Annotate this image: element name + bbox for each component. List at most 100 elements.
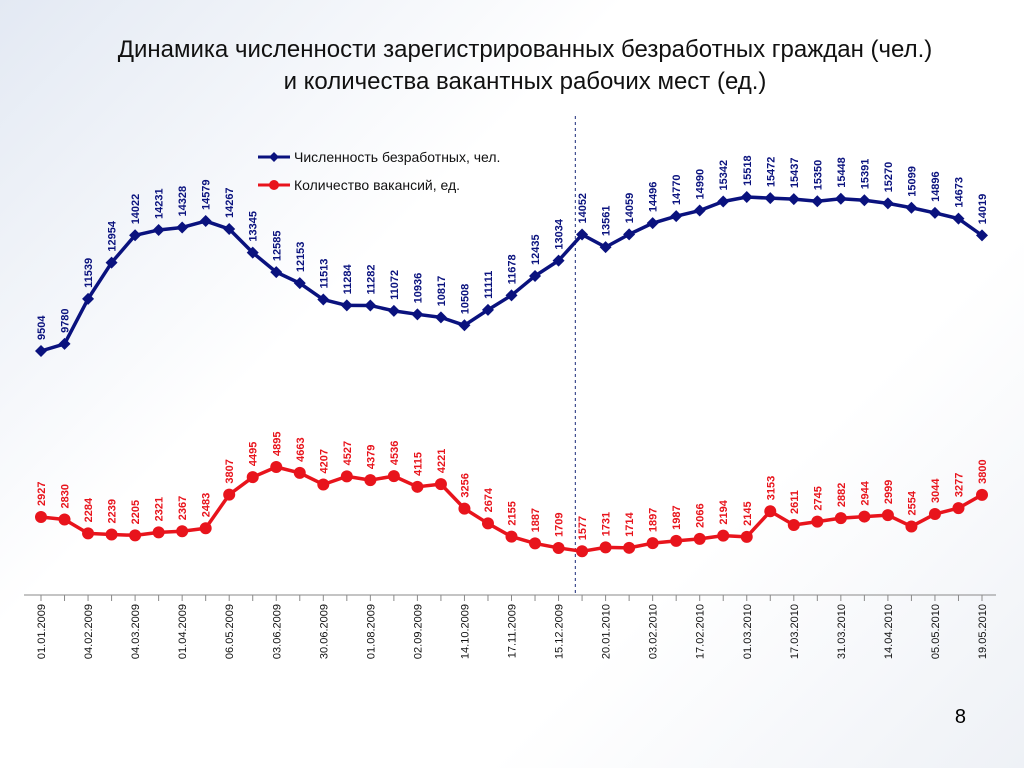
- title-line-2: и количества вакантных рабочих мест (ед.…: [283, 68, 767, 95]
- vacancies-data-label: 2066: [695, 503, 707, 527]
- x-tick-label: 04.03.2009: [130, 604, 142, 659]
- x-tick-label: 19.05.2010: [977, 604, 989, 659]
- vacancies-data-label: 2367: [177, 496, 189, 520]
- x-tick-label: 17.03.2010: [789, 604, 801, 659]
- vacancies-point: [223, 488, 236, 501]
- unemployed-data-label: 14896: [930, 171, 942, 202]
- legend-label: Численность безработных, чел.: [294, 149, 500, 165]
- unemployed-data-label: 15448: [836, 157, 848, 188]
- vacancies-point: [458, 502, 471, 515]
- vacancies-data-label: 3044: [930, 478, 942, 503]
- vacancies-point: [599, 541, 612, 554]
- unemployed-data-label: 9780: [60, 308, 72, 332]
- unemployed-data-label: 15099: [906, 166, 918, 197]
- unemployed-point: [552, 254, 565, 267]
- unemployed-data-label: 15472: [765, 157, 777, 188]
- x-tick-label: 03.02.2010: [648, 604, 660, 659]
- vacancies-point: [858, 510, 871, 523]
- unemployed-data-label: 10936: [412, 273, 424, 304]
- vacancies-point: [670, 534, 683, 547]
- unemployed-data-label: 12585: [271, 231, 283, 262]
- unemployed-point: [223, 223, 236, 236]
- unemployed-point: [199, 215, 212, 228]
- unemployed-data-label: 9504: [36, 315, 48, 340]
- unemployed-data-label: 13561: [601, 206, 613, 237]
- x-tick-label: 04.02.2009: [83, 604, 95, 659]
- unemployed-data-label: 15391: [859, 159, 871, 190]
- unemployed-point: [152, 223, 165, 236]
- unemployed-data-label: 12435: [530, 234, 542, 265]
- vacancies-point: [270, 461, 283, 473]
- vacancies-point: [35, 511, 47, 523]
- vacancies-point: [740, 530, 753, 543]
- vacancies-data-label: 2882: [836, 483, 848, 507]
- vacancies-point: [764, 505, 777, 518]
- unemployed-data-label: 15518: [742, 155, 754, 186]
- vacancies-point: [434, 478, 447, 491]
- unemployed-data-label: 13345: [248, 211, 260, 242]
- vacancies-point: [199, 522, 212, 535]
- unemployed-data-label: 14267: [224, 187, 236, 218]
- unemployed-point: [481, 303, 494, 316]
- unemployed-data-label: 14990: [695, 169, 707, 200]
- x-tick-label: 01.04.2009: [177, 604, 189, 659]
- unemployed-point: [411, 308, 424, 321]
- vacancies-point: [340, 470, 353, 483]
- x-tick-label: 03.06.2009: [271, 604, 283, 659]
- vacancies-data-label: 2611: [789, 490, 801, 514]
- vacancies-point: [364, 474, 377, 487]
- vacancies-data-label: 2927: [36, 482, 48, 506]
- vacancies-point: [293, 466, 306, 479]
- vacancies-data-label: 2944: [859, 480, 871, 505]
- unemployed-data-label: 12954: [107, 220, 119, 251]
- vacancies-point: [58, 513, 71, 526]
- vacancies-point: [152, 526, 165, 539]
- vacancies-data-label: 3277: [953, 473, 965, 497]
- x-tick-label: 17.11.2009: [507, 604, 519, 658]
- page-number: 8: [954, 706, 966, 728]
- vacancies-data-label: 1709: [554, 512, 566, 536]
- slide-title: Динамика численности зарегистрированных …: [60, 34, 990, 98]
- legend-label: Количество вакансий, ед.: [294, 177, 460, 193]
- vacancies-point: [646, 537, 659, 550]
- unemployed-data-label: 15437: [789, 157, 801, 188]
- unemployed-point: [529, 269, 542, 282]
- vacancies-data-label: 1714: [624, 511, 636, 536]
- unemployed-data-label: 14231: [154, 188, 166, 219]
- vacancies-data-label: 1887: [530, 508, 542, 532]
- vacancies-data-label: 2321: [154, 497, 166, 521]
- unemployed-data-label: 14496: [648, 182, 660, 213]
- vacancies-data-label: 2155: [507, 501, 519, 525]
- unemployed-point: [670, 210, 683, 223]
- title-line-1: Динамика численности зарегистрированных …: [117, 36, 933, 63]
- x-tick-label: 30.06.2009: [318, 604, 330, 659]
- vacancies-data-label: 2483: [201, 493, 213, 517]
- vacancies-data-label: 4495: [248, 442, 260, 466]
- vacancies-data-label: 4663: [295, 437, 307, 461]
- vacancies-point: [82, 527, 95, 540]
- vacancies-point: [881, 509, 894, 522]
- vacancies-data-label: 2205: [130, 500, 142, 524]
- vacancies-point: [811, 515, 824, 528]
- unemployed-data-label: 11284: [342, 264, 354, 295]
- vacancies-point: [529, 537, 542, 550]
- legend-marker: [269, 152, 279, 162]
- vacancies-data-label: 2674: [483, 487, 495, 512]
- unemployed-point: [246, 246, 259, 259]
- unemployed-point: [646, 217, 659, 230]
- unemployed-data-label: 15270: [883, 162, 895, 193]
- vacancies-point: [411, 480, 424, 493]
- vacancies-point: [481, 517, 494, 530]
- vacancies-point: [834, 512, 847, 525]
- vacancies-data-label: 1577: [577, 516, 589, 540]
- vacancies-point: [576, 545, 589, 558]
- unemployed-point: [881, 197, 894, 210]
- vacancies-data-label: 3807: [224, 459, 236, 483]
- legend-marker: [269, 180, 279, 190]
- x-tick-label: 01.08.2009: [365, 604, 377, 659]
- vacancies-point: [952, 502, 965, 515]
- vacancies-point: [317, 478, 330, 491]
- unemployed-data-label: 10508: [459, 284, 471, 315]
- unemployed-data-label: 14019: [977, 194, 989, 225]
- x-tick-label: 15.12.2009: [554, 604, 566, 659]
